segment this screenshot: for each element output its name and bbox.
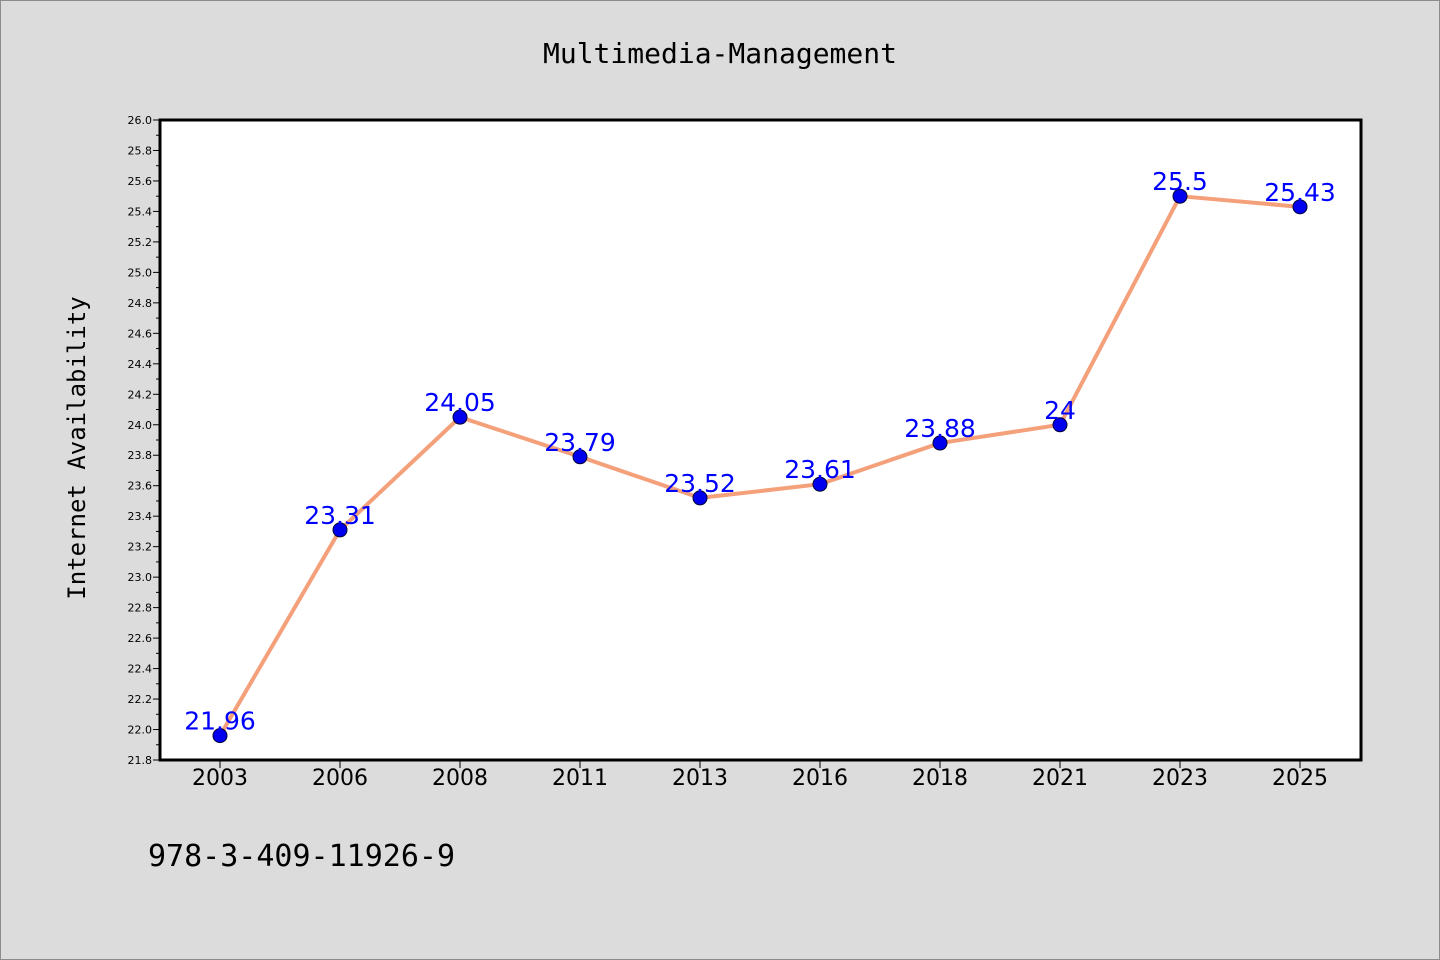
y-tick-label: 25.8 bbox=[128, 144, 153, 157]
data-point bbox=[332, 522, 348, 538]
data-point bbox=[452, 409, 468, 425]
y-tick-label: 24.4 bbox=[128, 358, 153, 371]
y-tick-label: 21.8 bbox=[128, 754, 153, 767]
y-tick-label: 25.6 bbox=[128, 175, 153, 188]
y-tick-label: 22.6 bbox=[128, 632, 153, 645]
y-tick-label: 22.2 bbox=[128, 693, 153, 706]
y-tick-label: 23.8 bbox=[128, 449, 153, 462]
data-label: 24.05 bbox=[424, 388, 496, 417]
data-point bbox=[212, 728, 228, 744]
x-tick-label: 2018 bbox=[912, 766, 968, 791]
data-point bbox=[1172, 188, 1188, 204]
y-tick-label: 23.4 bbox=[128, 510, 153, 523]
series-markers bbox=[212, 188, 1308, 744]
x-tick-label: 2023 bbox=[1152, 766, 1208, 791]
series-line bbox=[218, 194, 1301, 737]
data-point bbox=[1052, 417, 1068, 433]
y-tick-label: 24.6 bbox=[128, 327, 153, 340]
y-tick-label: 24.8 bbox=[128, 297, 153, 310]
y-tick-label: 24.0 bbox=[128, 419, 153, 432]
data-label: 23.52 bbox=[664, 469, 736, 498]
x-tick-label: 2013 bbox=[672, 766, 728, 791]
x-tick-label: 2021 bbox=[1032, 766, 1088, 791]
data-label: 23.79 bbox=[544, 428, 616, 457]
y-tick-label: 22.0 bbox=[128, 724, 153, 737]
x-axis: 2003 2006 2008 2011 2013 2016 2018 2021 2023 2025 bbox=[192, 760, 1328, 791]
y-tick-label: 22.4 bbox=[128, 663, 153, 676]
x-tick-label: 2006 bbox=[312, 766, 368, 791]
data-label: 21.96 bbox=[184, 707, 256, 736]
y-tick-label: 25.4 bbox=[128, 205, 153, 218]
y-tick-label: 23.2 bbox=[128, 541, 153, 554]
data-point bbox=[572, 449, 588, 465]
x-tick-label: 2011 bbox=[552, 766, 608, 791]
footnote: 978-3-409-11926-9 bbox=[148, 839, 455, 874]
y-axis-label: Internet Availability bbox=[63, 296, 91, 599]
y-tick-label: 23.0 bbox=[128, 571, 153, 584]
y-axis: 21.8 22.0 22.2 22.4 22.6 22.8 23.0 23.2 23.4 23.6… bbox=[128, 114, 160, 767]
data-point bbox=[692, 490, 708, 506]
data-point bbox=[1292, 199, 1308, 215]
data-label: 23.61 bbox=[784, 455, 856, 484]
data-label: 25.43 bbox=[1264, 178, 1336, 207]
y-tick-label: 25.2 bbox=[128, 236, 153, 249]
x-tick-label: 2003 bbox=[192, 766, 248, 791]
plot-area bbox=[158, 118, 1363, 762]
y-tick-label: 24.2 bbox=[128, 388, 153, 401]
y-tick-label: 22.8 bbox=[128, 602, 153, 615]
data-point bbox=[812, 476, 828, 492]
data-point bbox=[932, 435, 948, 451]
data-label: 23.31 bbox=[304, 501, 376, 530]
x-tick-label: 2025 bbox=[1272, 766, 1328, 791]
chart-title: Multimedia-Management bbox=[543, 37, 897, 70]
data-labels: 21.96 23.31 24.05 23.79 23.52 23.61 23.88 24 25.… bbox=[184, 167, 1336, 735]
data-label: 23.88 bbox=[904, 414, 976, 443]
y-tick-label: 25.0 bbox=[128, 266, 153, 279]
x-tick-label: 2016 bbox=[792, 766, 848, 791]
x-tick-label: 2008 bbox=[432, 766, 488, 791]
data-label: 25.5 bbox=[1152, 167, 1208, 196]
y-tick-label: 26.0 bbox=[128, 114, 153, 127]
y-tick-label: 23.6 bbox=[128, 480, 153, 493]
data-label: 24 bbox=[1044, 396, 1076, 425]
